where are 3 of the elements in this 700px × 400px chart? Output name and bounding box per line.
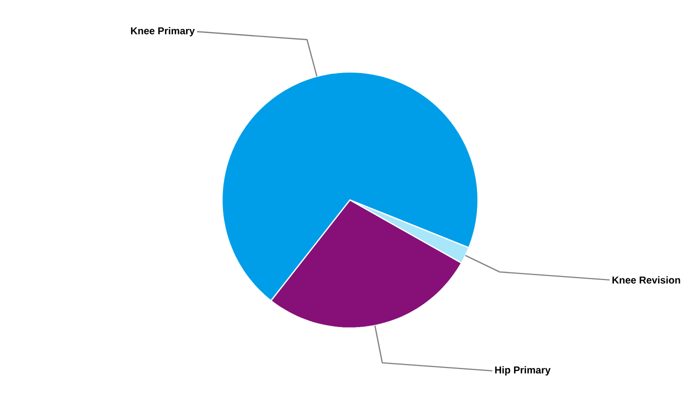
slice-label: Knee Primary [131, 27, 195, 36]
slice-label: Knee Revision [612, 276, 680, 284]
slice-label: Hip Primary [495, 366, 551, 376]
